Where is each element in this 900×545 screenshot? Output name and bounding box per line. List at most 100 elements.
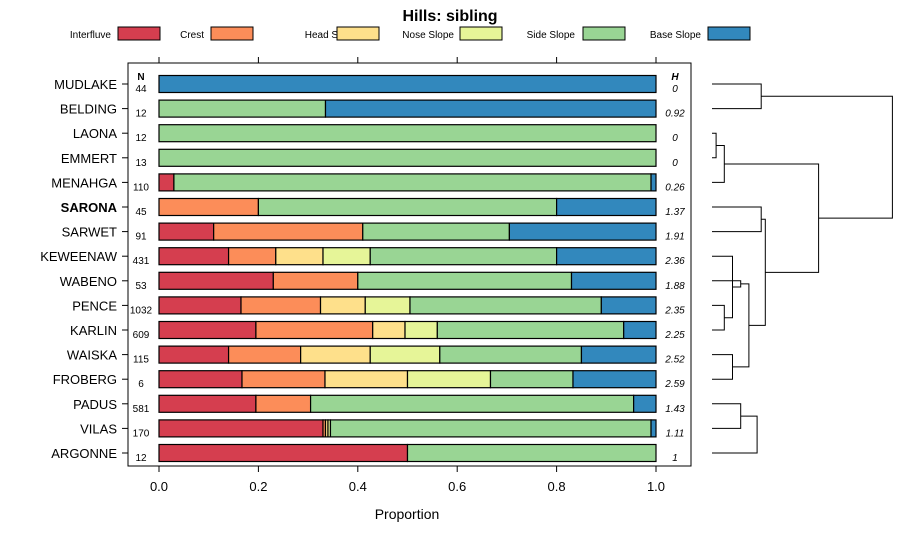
row-label-emmert: EMMERT [61,151,117,166]
row-label-waiska: WAISKA [67,348,117,363]
h-value-laona: 0 [672,133,678,144]
row-label-keweenaw: KEWEENAW [40,249,118,264]
row-labels-layer: MUDLAKE 44 0 BELDING 12 0.92 LAONA 12 0 EMMERT 13 0… [40,77,685,464]
n-column-header: N [137,72,144,83]
legend-swatch-nose-slope [459,26,503,41]
chart-title: Hills: sibling [402,8,497,25]
bar-segment-padus-crest [255,394,312,413]
dendrogram [712,83,893,454]
n-value-padus: 581 [133,404,150,415]
n-value-waiska: 115 [133,355,149,366]
n-value-argonne: 12 [135,453,147,464]
bar-segment-pence-side-slope [409,296,602,315]
x-axis-label: Proportion [375,506,440,522]
plot-panel-border [127,62,692,467]
bar-segment-keweenaw-crest [227,247,277,266]
row-label-mudlake: MUDLAKE [54,77,117,92]
bar-segment-padus-interfluve [158,394,257,413]
bar-segment-keweenaw-base-slope [555,247,657,266]
bar-segment-waiska-head-slope [300,345,371,364]
h-value-wabeno: 1.88 [665,281,685,292]
n-value-belding: 12 [135,109,147,120]
row-label-argonne: ARGONNE [51,446,117,461]
bar-segment-pence-base-slope [600,296,657,315]
legend-swatch-head-slope [336,26,380,41]
bar-segment-karlin-nose-slope [404,320,438,340]
x-tick-label: 0.0 [150,479,168,494]
bar-segment-karlin-crest [255,320,374,340]
bar-segment-belding-side-slope [158,99,327,118]
bars-layer [158,74,657,463]
bar-segment-padus-base-slope [633,394,657,413]
bar-segment-padus-side-slope [309,394,635,413]
n-value-sarona: 45 [135,207,147,218]
bar-segment-froberg-crest [241,370,326,389]
h-value-waiska: 2.52 [664,355,685,366]
n-value-sarwet: 91 [135,232,147,243]
bar-segment-emmert-side-slope [158,148,657,167]
bar-segment-keweenaw-head-slope [275,247,324,266]
legend-label-base-slope: Base Slope [650,30,702,41]
bar-segment-pence-nose-slope [364,296,411,315]
bar-segment-karlin-head-slope [372,320,406,340]
legend-swatch-base-slope [707,26,751,41]
bar-segment-waiska-base-slope [580,345,657,364]
h-value-emmert: 0 [672,158,678,169]
n-value-keweenaw: 431 [133,256,150,267]
n-value-wabeno: 53 [135,281,147,292]
bar-segment-froberg-base-slope [572,370,657,389]
bar-segment-keweenaw-side-slope [369,247,558,266]
n-value-pence: 1032 [130,305,153,316]
row-label-laona: LAONA [73,126,117,141]
bar-segment-pence-interfluve [158,296,242,315]
bar-segment-wabeno-base-slope [570,271,657,290]
row-label-padus: PADUS [73,397,117,412]
bar-segment-mudlake-base-slope [158,74,657,94]
bar-segment-froberg-nose-slope [406,370,492,389]
h-value-sarona: 1.37 [665,207,685,218]
bar-segment-laona-side-slope [158,124,657,143]
h-value-froberg: 2.59 [664,379,685,390]
legend: Interfluve Crest Head Slope Nose Slope Side … [70,26,751,41]
h-value-sarwet: 1.91 [665,232,684,243]
x-tick-label: 0.4 [349,479,367,494]
bar-segment-argonne-interfluve [158,443,409,463]
bar-segment-froberg-side-slope [489,370,574,389]
bar-segment-argonne-side-slope [406,443,657,463]
n-value-emmert: 13 [135,158,147,169]
legend-swatch-crest [210,26,254,41]
row-label-sarona: SARONA [61,200,118,215]
dendrogram-branch-mudlake-belding-laona-argonne [761,95,893,219]
bar-segment-sarona-base-slope [555,197,657,217]
h-value-belding: 0.92 [665,109,685,120]
bar-segment-sarona-crest [158,197,260,217]
bar-segment-keweenaw-nose-slope [322,247,371,266]
h-value-padus: 1.43 [665,404,685,415]
bar-segment-pence-crest [240,296,322,315]
axes-layer: 0.0 0.2 0.4 0.6 0.8 1.0 [122,57,692,494]
n-value-karlin: 609 [133,330,150,341]
legend-label-crest: Crest [180,30,204,41]
bar-segment-sarwet-side-slope [362,222,510,241]
bar-segment-belding-base-slope [324,99,657,118]
h-value-vilas: 1.11 [666,428,685,439]
bar-segment-karlin-side-slope [436,320,625,340]
bar-segment-waiska-nose-slope [369,345,441,364]
row-label-menahga: MENAHGA [51,175,117,190]
x-tick-label: 0.6 [448,479,466,494]
bar-segment-sarwet-base-slope [508,222,657,241]
x-tick-label: 1.0 [647,479,665,494]
bar-segment-vilas-interfluve [158,419,324,438]
bar-segment-menahga-interfluve [158,173,175,192]
n-value-mudlake: 44 [135,84,147,95]
row-label-wabeno: WABENO [60,274,117,289]
bar-segment-waiska-side-slope [439,345,583,364]
x-tick-label: 0.2 [249,479,267,494]
n-value-vilas: 170 [133,428,150,439]
bar-segment-wabeno-interfluve [158,271,274,290]
h-value-argonne: 1 [672,453,678,464]
bar-segment-pence-head-slope [319,296,366,315]
bar-segment-sarona-side-slope [257,197,558,217]
bar-segment-sarwet-interfluve [158,222,215,241]
row-label-froberg: FROBERG [53,372,117,387]
